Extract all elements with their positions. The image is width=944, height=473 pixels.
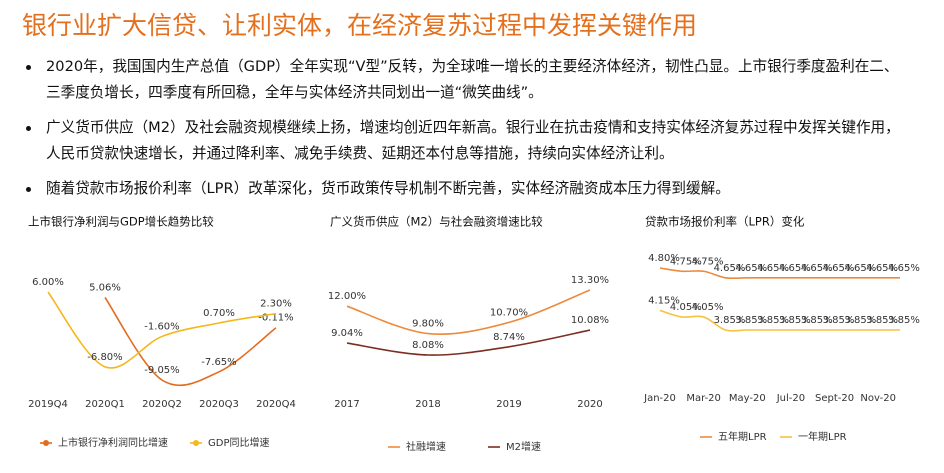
data-label: 3.85% — [735, 315, 767, 326]
bullet: 2020年，我国国内生产总值（GDP）全年实现“V型”反转，为全球唯一增长的主要… — [22, 54, 902, 106]
data-label: 4.65% — [823, 263, 855, 274]
data-label: 4.65% — [888, 263, 920, 274]
data-label: 4.75% — [670, 256, 702, 267]
legend-marker — [43, 440, 49, 446]
data-label: 4.65% — [844, 263, 876, 274]
data-label: -0.11% — [258, 313, 293, 324]
x-tick-label: 2017 — [334, 399, 359, 410]
bullet: 广义货币供应（M2）及社会融资规模继续上扬，增速均创近四年新高。银行业在抗击疫情… — [22, 115, 902, 167]
x-tick-label: Jul-20 — [776, 393, 805, 404]
data-label: -6.80% — [87, 352, 122, 363]
x-tick-label: 2020Q3 — [199, 399, 239, 410]
data-label: 10.08% — [571, 315, 609, 326]
series-line — [659, 267, 900, 280]
data-label: 12.00% — [328, 291, 366, 302]
data-label: 9.80% — [412, 319, 444, 330]
legend-label: 上市银行净利润同比增速 — [58, 436, 168, 449]
x-tick-label: Nov-20 — [860, 393, 896, 404]
data-label: 9.04% — [331, 328, 363, 339]
data-label: 3.85% — [888, 315, 920, 326]
x-tick-label: 2020Q4 — [256, 399, 296, 410]
x-tick-label: 2019 — [496, 399, 521, 410]
series-line — [346, 329, 591, 356]
series-line — [659, 309, 900, 332]
data-label: 4.65% — [801, 263, 833, 274]
data-label: 8.74% — [493, 332, 525, 343]
data-label: 4.65% — [714, 263, 746, 274]
x-tick-label: Mar-20 — [686, 393, 721, 404]
data-label: 4.65% — [866, 263, 898, 274]
legend-label: 五年期LPR — [718, 430, 767, 443]
x-tick-label: 2019Q4 — [28, 399, 68, 410]
data-label: 4.65% — [757, 263, 789, 274]
data-label: 2.30% — [260, 299, 292, 310]
data-label: 5.06% — [89, 282, 121, 293]
data-label: 13.30% — [571, 275, 609, 286]
data-label: 3.85% — [844, 315, 876, 326]
data-label: 3.85% — [757, 315, 789, 326]
x-tick-label: 2018 — [415, 399, 440, 410]
chart-title: 贷款市场报价利率（LPR）变化 — [645, 215, 805, 229]
data-label: 0.70% — [203, 308, 235, 319]
data-label: 8.08% — [412, 340, 444, 351]
data-label: -7.65% — [201, 357, 236, 368]
chart-title: 广义货币供应（M2）与社会融资增速比较 — [330, 215, 543, 229]
legend-label: 社融增速 — [406, 440, 446, 453]
legend-label: 一年期LPR — [798, 430, 847, 443]
data-label: 4.75% — [692, 256, 724, 267]
slide-title: 银行业扩大信贷、让利实体，在经济复苏过程中发挥关键作用 — [22, 11, 698, 40]
x-tick-label: 2020 — [577, 399, 602, 410]
data-label: 4.65% — [779, 263, 811, 274]
x-tick-label: Jan-20 — [643, 393, 676, 404]
x-tick-label: 2020Q1 — [85, 399, 125, 410]
data-label: -9.05% — [144, 365, 179, 376]
x-tick-label: May-20 — [729, 393, 766, 404]
x-tick-label: 2020Q2 — [142, 399, 182, 410]
data-label: 3.85% — [779, 315, 811, 326]
series-line — [104, 297, 277, 387]
x-tick-label: Sept-20 — [815, 393, 854, 404]
series-line — [47, 291, 277, 369]
data-label: 4.05% — [692, 302, 724, 313]
series-line — [346, 289, 591, 335]
data-label: -1.60% — [144, 321, 179, 332]
legend-label: M2增速 — [506, 440, 541, 453]
data-label: 3.85% — [866, 315, 898, 326]
chart-title: 上市银行净利润与GDP增长趋势比较 — [28, 215, 214, 229]
data-label: 4.15% — [648, 295, 680, 306]
data-label: 4.65% — [735, 263, 767, 274]
data-label: 4.05% — [670, 302, 702, 313]
data-label: 6.00% — [32, 277, 64, 288]
data-label: 4.80% — [648, 253, 680, 264]
legend-marker — [193, 440, 199, 446]
data-label: 10.70% — [490, 307, 528, 318]
data-label: 3.85% — [801, 315, 833, 326]
data-label: 3.85% — [714, 315, 746, 326]
legend-label: GDP同比增速 — [208, 436, 269, 449]
bullet: 随着贷款市场报价利率（LPR）改革深化，货币政策传导机制不断完善，实体经济融资成… — [22, 176, 902, 202]
data-label: 3.85% — [823, 315, 855, 326]
bullet-list: 2020年，我国国内生产总值（GDP）全年实现“V型”反转，为全球唯一增长的主要… — [22, 54, 902, 211]
